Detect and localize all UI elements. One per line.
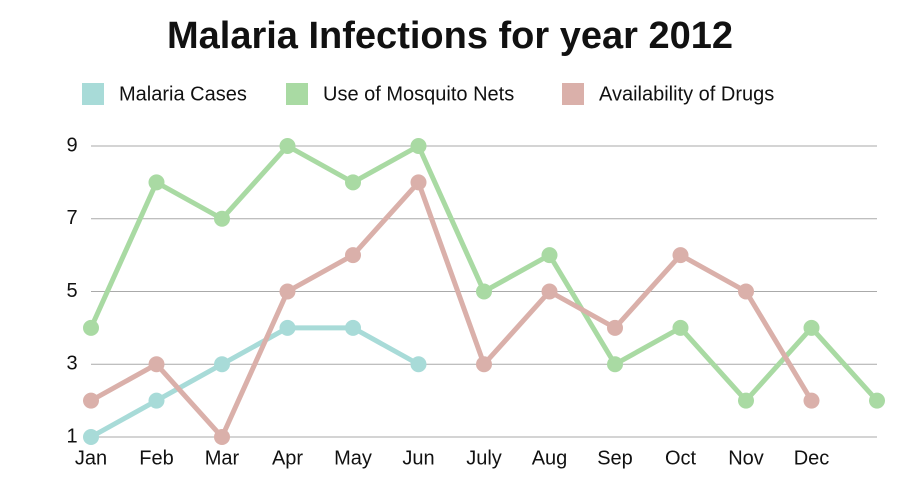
data-point (607, 356, 623, 373)
data-point (476, 356, 492, 373)
data-point (803, 392, 820, 409)
x-tick-label: Feb (139, 447, 173, 469)
data-point (607, 319, 623, 336)
x-tick-label: Apr (272, 447, 303, 469)
legend-swatch (562, 83, 584, 105)
y-tick-label: 1 (66, 425, 77, 447)
data-point (83, 319, 99, 336)
data-point (83, 429, 99, 445)
x-tick-label: Sep (597, 447, 633, 469)
data-point (410, 138, 427, 154)
data-point (345, 174, 361, 191)
x-tick-label: Jun (402, 447, 434, 469)
x-tick-label: July (466, 447, 502, 469)
data-point (279, 319, 296, 336)
data-point (345, 247, 361, 264)
x-tick-label: Nov (728, 447, 764, 469)
data-point (214, 429, 230, 445)
x-tick-label: Oct (665, 447, 697, 469)
data-point (869, 392, 885, 409)
series-line (89, 325, 420, 440)
chart-title: Malaria Infections for year 2012 (167, 15, 733, 57)
y-tick-label: 7 (66, 207, 77, 229)
data-point (410, 174, 427, 191)
x-tick-label: Jan (75, 447, 107, 469)
data-point (83, 392, 99, 409)
legend-label: Malaria Cases (119, 83, 247, 105)
y-tick-label: 5 (66, 280, 77, 302)
x-tick-label: May (334, 447, 372, 469)
data-point (148, 392, 165, 409)
series-line (89, 179, 814, 440)
data-point (410, 356, 427, 373)
x-tick-label: Aug (532, 447, 568, 469)
data-point (148, 174, 165, 191)
legend-label: Availability of Drugs (599, 83, 774, 105)
data-point (541, 247, 558, 264)
y-tick-label: 9 (66, 134, 77, 156)
data-point (279, 283, 296, 300)
legend: Malaria Cases Use of Mosquito Nets Availab… (82, 83, 774, 105)
data-point (476, 283, 492, 300)
legend-label: Use of Mosquito Nets (323, 83, 514, 105)
data-point (345, 319, 361, 336)
data-point (279, 138, 296, 154)
data-point (214, 210, 230, 227)
data-point (672, 247, 689, 264)
y-tick-label: 3 (66, 353, 77, 375)
legend-swatch (286, 83, 308, 105)
data-point (541, 283, 558, 300)
legend-swatch (82, 83, 104, 105)
data-point (148, 356, 165, 373)
data-point (803, 319, 820, 336)
x-tick-label: Dec (794, 447, 830, 469)
data-point (672, 319, 689, 336)
x-tick-label: Mar (205, 447, 240, 469)
data-point (214, 356, 230, 373)
data-point (738, 283, 754, 300)
data-point (738, 392, 754, 409)
